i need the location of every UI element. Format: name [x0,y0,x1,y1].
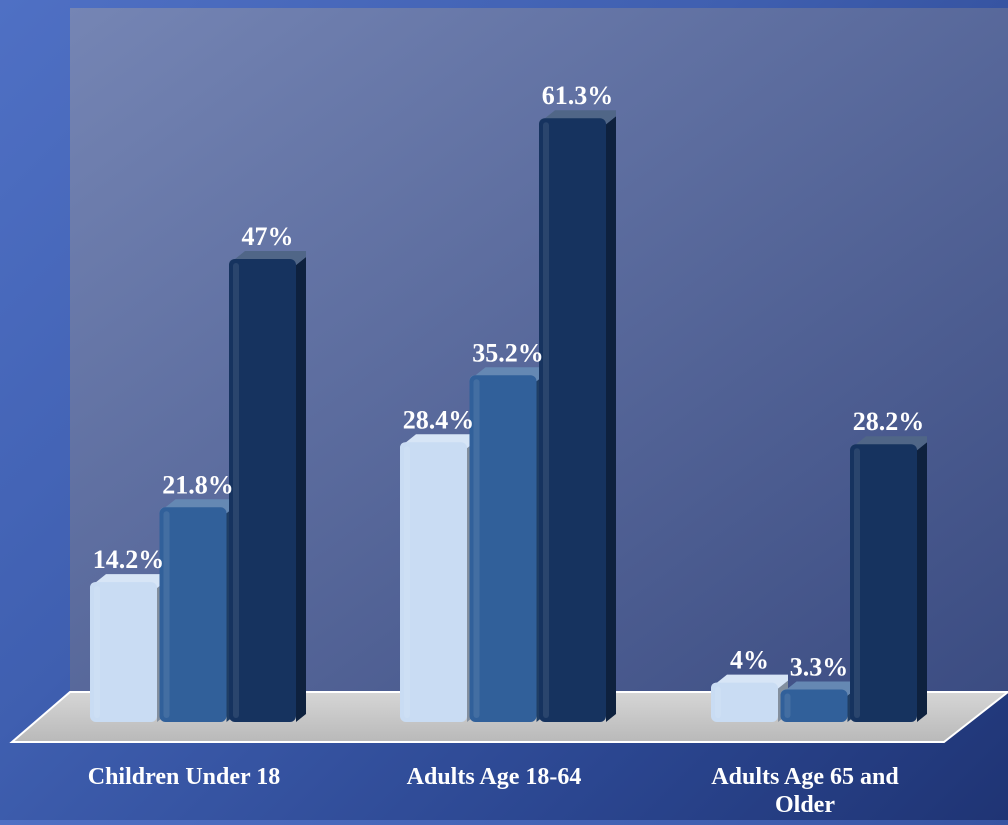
bar [850,436,927,722]
data-label: 21.8% [162,470,234,499]
data-label: 47% [242,222,294,251]
bar [539,110,616,722]
bar [780,681,858,722]
bar [90,574,167,722]
bar [400,434,477,722]
data-label: 4% [730,646,769,675]
data-label: 28.4% [403,405,475,434]
category-label: Adults Age 65 and Older [711,764,899,818]
category-label: Children Under 18 [88,764,280,790]
bar [711,674,788,722]
data-label: 61.3% [542,81,614,110]
bar [469,367,547,722]
data-label: 14.2% [93,545,165,574]
category-label: Adults Age 18-64 [407,764,582,790]
bar [159,499,237,722]
data-label: 3.3% [790,652,849,681]
data-label: 35.2% [472,338,544,367]
data-label: 28.2% [853,407,925,436]
bar [229,251,306,722]
